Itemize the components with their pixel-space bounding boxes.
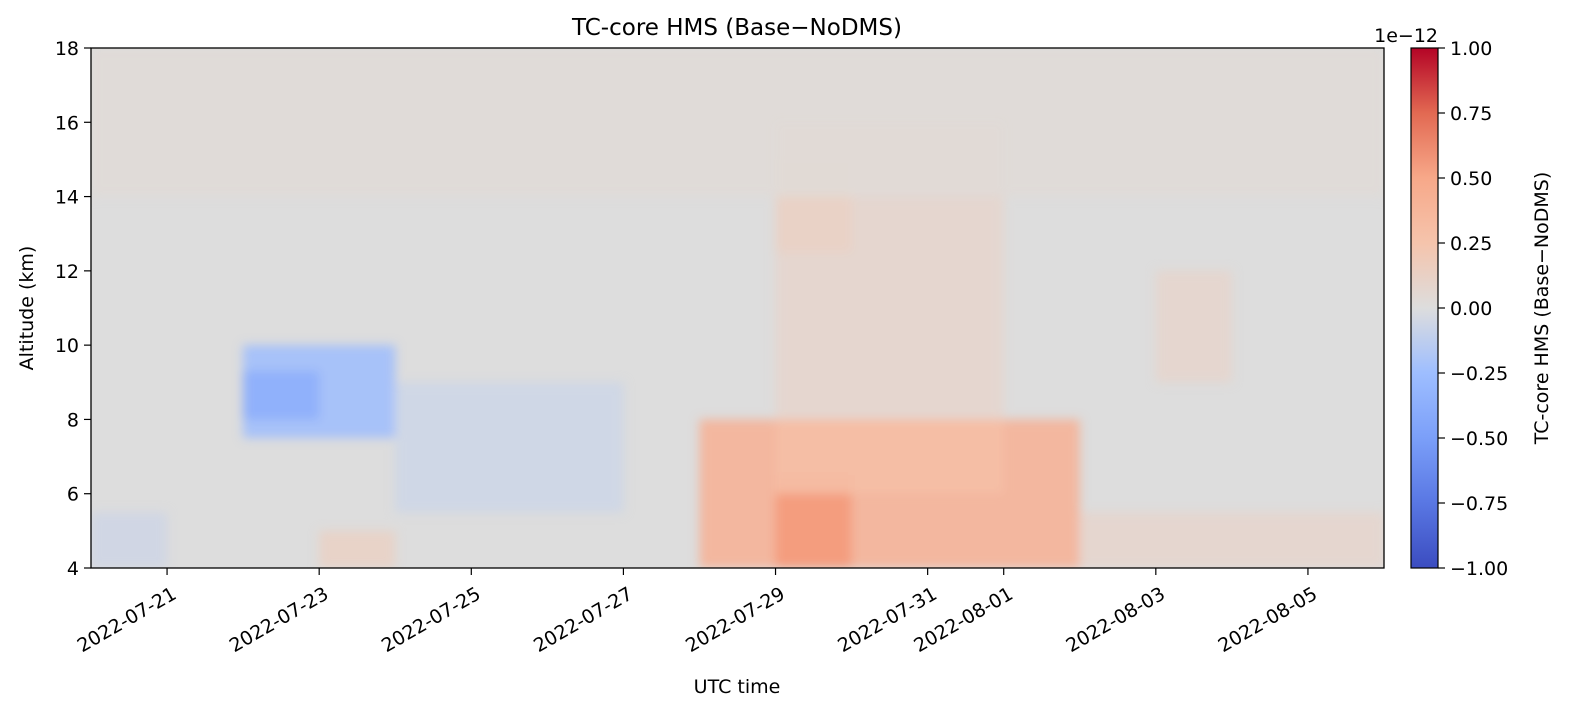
- heatmap-region: [775, 419, 1004, 494]
- heatmap-region: [91, 48, 1384, 197]
- plot-frame: [90, 47, 1385, 569]
- y-tick-label: 14: [55, 187, 79, 209]
- heatmap-cells: [91, 48, 1384, 568]
- y-tick-label: 4: [67, 558, 79, 580]
- colorbar-tick-label: 1.00: [1450, 38, 1492, 60]
- x-tick-label: 2022-07-29: [682, 583, 789, 657]
- x-tick-label: 2022-07-21: [74, 583, 181, 657]
- y-tick-label: 16: [55, 112, 79, 134]
- y-tick-label: 8: [67, 409, 79, 431]
- x-axis-title: UTC time: [694, 676, 781, 698]
- colorbar-tick-label: −0.50: [1450, 428, 1508, 450]
- colorbar: 1.00 0.75 0.50 0.25 0.00 −0.25 −0.50 −0.75 −1.00…: [1374, 25, 1553, 580]
- heatmap-region: [1079, 512, 1384, 568]
- x-tick-label: 2022-07-23: [226, 583, 333, 657]
- heatmap-region: [91, 512, 168, 568]
- colorbar-tick-label: 0.50: [1450, 168, 1492, 190]
- y-axis-title: Altitude (km): [16, 246, 38, 371]
- x-tick-label: 2022-07-27: [530, 583, 637, 657]
- heatmap-region: [243, 371, 320, 420]
- y-axis: 4 6 8 10 12 14 16 18: [55, 38, 91, 580]
- colorbar-tick-label: 0.25: [1450, 233, 1492, 255]
- y-tick-label: 12: [55, 261, 79, 283]
- colorbar-label: TC-core HMS (Base−NoDMS): [1531, 172, 1553, 446]
- y-tick-label: 18: [55, 38, 79, 60]
- chart-title: TC-core HMS (Base−NoDMS): [571, 15, 902, 41]
- colorbar-ticks: 1.00 0.75 0.50 0.25 0.00 −0.25 −0.50 −0.75 −1.00: [1438, 38, 1508, 580]
- y-tick-label: 6: [67, 484, 79, 506]
- heatmap-region: [319, 530, 396, 568]
- y-tick-label: 10: [55, 335, 79, 357]
- colorbar-tick-label: −0.75: [1450, 493, 1508, 515]
- colorbar-tick-label: −0.25: [1450, 363, 1508, 385]
- colorbar-tick-label: 0.75: [1450, 103, 1492, 125]
- colorbar-offset-text: 1e−12: [1374, 25, 1438, 47]
- x-axis: 2022-07-21 2022-07-23 2022-07-25 2022-07-27…: [74, 568, 1321, 657]
- heatmap-region: [1155, 270, 1232, 383]
- colorbar-tick-label: 0.00: [1450, 298, 1492, 320]
- x-tick-label: 2022-07-25: [378, 583, 485, 657]
- colorbar-tick-label: −1.00: [1450, 558, 1508, 580]
- colorbar-gradient: [1410, 47, 1439, 569]
- x-tick-label: 2022-08-05: [1214, 583, 1321, 657]
- heatmap-region: [395, 382, 624, 513]
- plot-area: [90, 47, 1385, 569]
- x-tick-label: 2022-08-03: [1062, 583, 1169, 657]
